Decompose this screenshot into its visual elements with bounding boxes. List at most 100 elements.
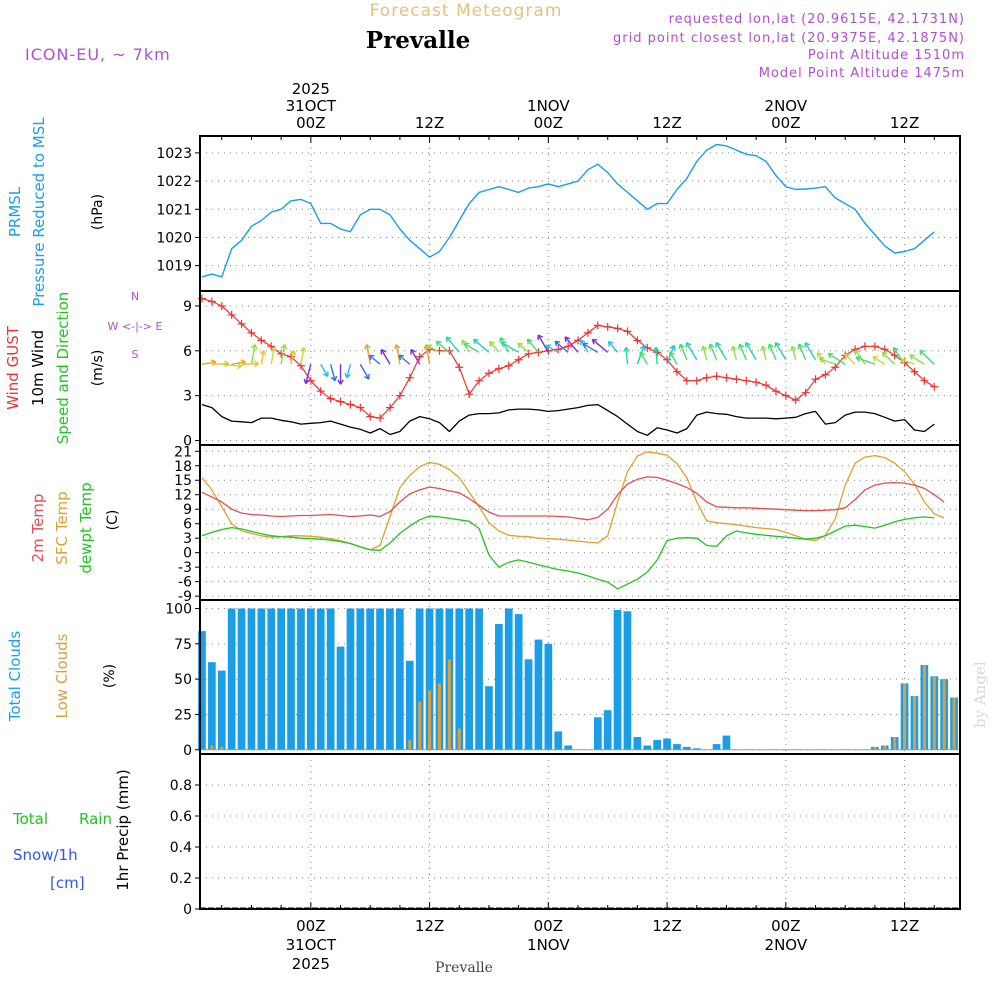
gust-marker	[366, 412, 375, 421]
total-cloud-bar	[247, 608, 256, 750]
wind-arrow	[250, 344, 256, 365]
wind-arrow-head	[669, 344, 676, 351]
total-cloud-bar	[534, 639, 543, 750]
pressure-line	[201, 143, 935, 278]
gust-marker	[326, 394, 335, 403]
gust-marker	[376, 414, 385, 423]
total-cloud-bar	[208, 662, 216, 750]
gust-marker	[722, 373, 731, 382]
gust-marker	[386, 403, 394, 412]
wind-arrow-head	[844, 353, 851, 360]
gust-marker	[227, 310, 236, 319]
y-tick-label: 0.4	[170, 840, 192, 856]
gust-marker	[910, 367, 919, 376]
total-cloud-bar	[277, 608, 285, 750]
time-axis-label: 12Z	[415, 917, 444, 935]
wind-arrow-head	[500, 341, 507, 348]
compass-n-label: N	[131, 290, 139, 303]
wind-arrow	[260, 350, 265, 365]
temp-2m-line	[201, 476, 945, 521]
total-cloud-bar	[405, 660, 414, 750]
total-cloud-bar	[495, 624, 503, 750]
wind-arrow-head	[816, 352, 823, 358]
y-tick-label: 1020	[156, 230, 192, 246]
temp-2m-side-label: 2m Temp	[29, 494, 47, 563]
wind-arrow-head	[669, 351, 675, 358]
wind-arrow	[639, 351, 648, 365]
gust-marker	[712, 372, 721, 381]
total-cloud-bar	[307, 608, 315, 750]
total-cloud-bar	[643, 745, 652, 750]
gust-marker	[484, 369, 493, 378]
y-tick-label: 15	[174, 473, 192, 489]
wind-arrow-head	[730, 345, 737, 352]
wind-arrow-head	[827, 352, 834, 359]
low-cloud-bar	[942, 679, 946, 750]
model-altitude: Model Point Altitude 1475m	[759, 66, 965, 81]
total-cloud-bar	[465, 608, 473, 750]
wind-arrow	[368, 354, 381, 365]
total-cloud-bar	[396, 608, 404, 750]
y-tick-label: 9	[183, 502, 192, 518]
total-clouds-side-label: Total Clouds	[6, 631, 24, 723]
compass-s-label: S	[132, 348, 139, 361]
y-tick-label: 6	[183, 517, 192, 533]
wind-arrow	[881, 351, 896, 365]
grid-point: grid point closest lon,lat (20.9375E, 42…	[613, 31, 965, 46]
wind-arrow	[526, 338, 539, 353]
wind-arrow-head	[270, 347, 277, 353]
time-axis-label: 00Z	[771, 114, 800, 132]
footer-location: Prevalle	[435, 960, 493, 976]
gust-marker	[831, 363, 840, 372]
total-cloud-bar	[692, 748, 701, 750]
wind-arrow-head	[280, 344, 288, 350]
wind-arrow-head	[526, 338, 533, 345]
total-cloud-bar	[366, 608, 374, 750]
total-cloud-bar	[722, 735, 731, 750]
y-tick-label: 0	[183, 434, 192, 450]
wind-arrow	[919, 349, 935, 365]
total-cloud-bar	[287, 608, 295, 750]
total-cloud-bar	[227, 608, 236, 750]
wind-arrow	[827, 353, 846, 365]
dewpoint-line	[201, 515, 935, 590]
data-layer	[197, 143, 960, 909]
gust-marker	[771, 387, 780, 396]
low-cloud-bar	[893, 737, 897, 750]
wind-arrow-head	[410, 348, 416, 355]
panel-frame-precip	[199, 753, 961, 910]
wind-arrow-head	[715, 342, 721, 348]
location-title: Prevalle	[366, 27, 470, 54]
wind-arrow-head	[445, 336, 452, 343]
wind-gust-side-label: Wind GUST	[4, 325, 22, 410]
total-cloud-bar	[217, 670, 226, 750]
wind-arrow	[445, 336, 460, 353]
total-cloud-bar	[544, 643, 553, 750]
wind-arrow-head	[678, 343, 685, 350]
y-tick-label: 0	[183, 902, 192, 918]
gust-marker	[514, 355, 523, 364]
wind-arrow	[300, 347, 305, 365]
wind-arrow-head	[591, 338, 598, 345]
gust-marker	[346, 400, 355, 409]
wind-arrow-head	[708, 343, 715, 350]
wind-arrow	[221, 363, 242, 368]
wind-arrow-head	[300, 347, 307, 353]
gust-marker	[504, 361, 513, 370]
wind-arrow-head	[463, 342, 470, 349]
wind-arrow	[320, 363, 329, 377]
time-axis-label: 00Z	[296, 917, 325, 935]
low-cloud-bar	[438, 683, 441, 750]
wind-arrow-head	[517, 342, 523, 349]
wind-arrow	[537, 334, 549, 353]
gust-marker	[593, 321, 602, 330]
wind-arrow-head	[774, 342, 781, 348]
wind-arrow-head	[337, 379, 344, 385]
y-tick-label: 50	[174, 672, 192, 688]
gust-marker	[356, 403, 365, 412]
total-cloud-bar	[435, 608, 444, 750]
gust-marker	[752, 378, 761, 387]
time-axis-label: 12Z	[890, 917, 919, 935]
wind-arrow-head	[322, 371, 329, 378]
